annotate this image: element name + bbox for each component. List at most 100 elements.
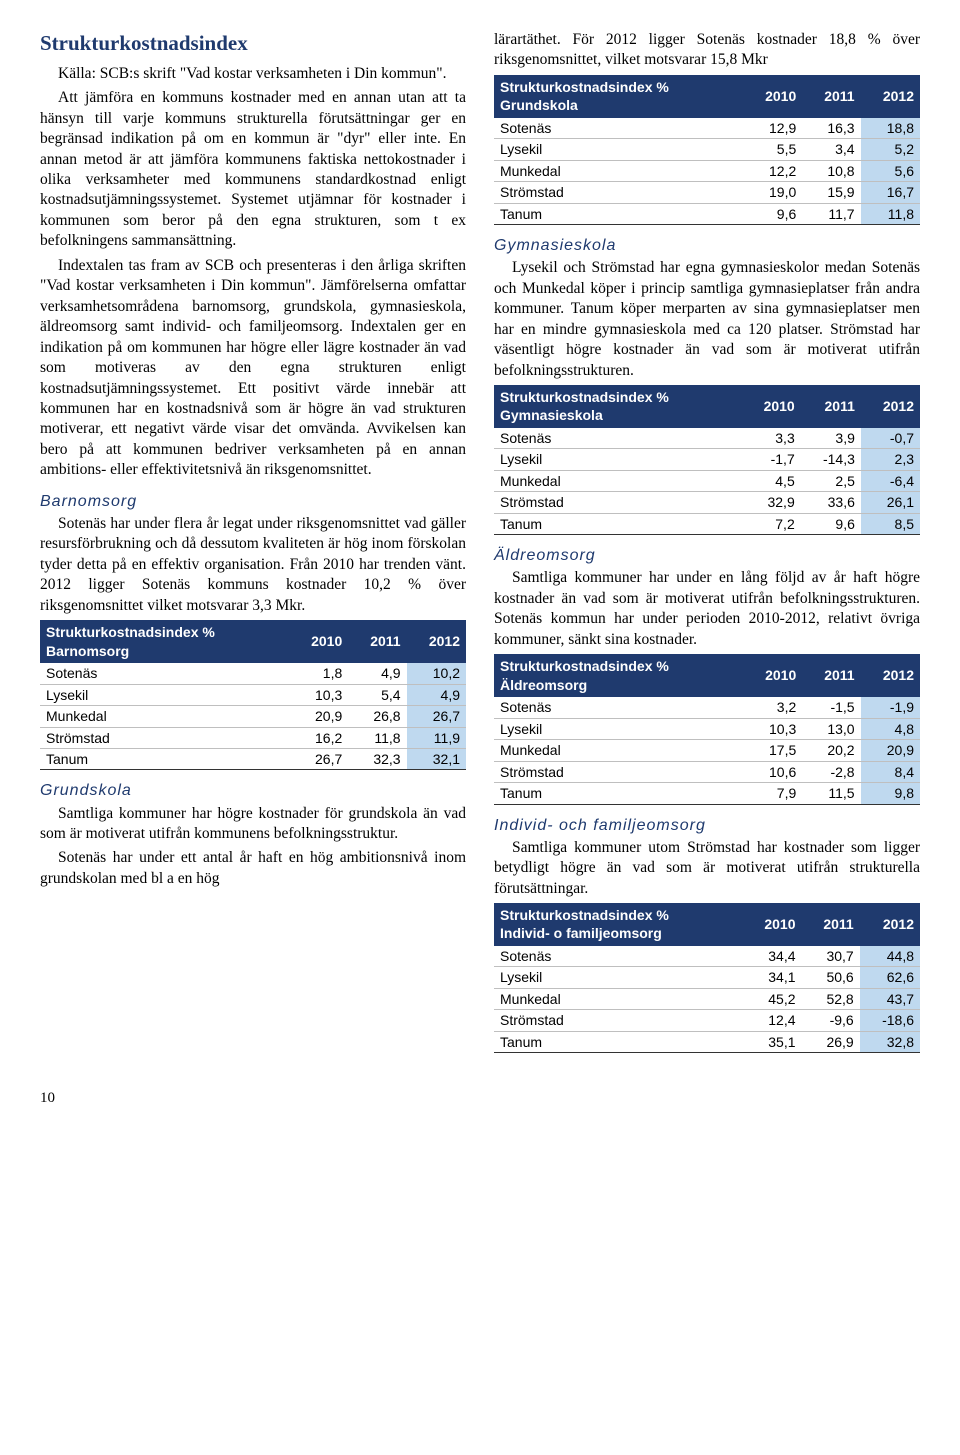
th-2010: 2010 — [289, 620, 348, 663]
aldre-text: Samtliga kommuner har under en lång följ… — [494, 568, 920, 650]
cell: 9,6 — [743, 203, 802, 224]
cell: 3,2 — [743, 697, 802, 718]
cell: 4,8 — [861, 718, 920, 739]
cell: Strömstad — [40, 727, 289, 748]
th-2011: 2011 — [802, 654, 860, 697]
grundskola-continued: lärartäthet. För 2012 ligger Sotenäs kos… — [494, 30, 920, 71]
table-row: Munkedal4,52,5-6,4 — [494, 470, 920, 491]
table-row: Lysekil10,313,04,8 — [494, 718, 920, 739]
th-2012: 2012 — [860, 903, 920, 946]
table-row: Tanum26,732,332,1 — [40, 748, 466, 769]
cell: 4,9 — [348, 663, 406, 684]
th-line1: Strukturkostnadsindex % — [500, 79, 669, 95]
cell: Sotenäs — [494, 946, 742, 967]
cell: Munkedal — [494, 988, 742, 1009]
barnomsorg-text: Sotenäs har under flera år legat under r… — [40, 514, 466, 616]
th-label: Strukturkostnadsindex % Gymnasieskola — [494, 385, 742, 428]
cell: 19,0 — [743, 182, 802, 203]
cell: 11,8 — [861, 203, 920, 224]
cell: Lysekil — [494, 139, 743, 160]
cell: Lysekil — [494, 449, 742, 470]
th-2010: 2010 — [743, 654, 802, 697]
table-row: Munkedal20,926,826,7 — [40, 706, 466, 727]
cell: 11,8 — [348, 727, 406, 748]
cell: 12,2 — [743, 160, 802, 181]
section-barnomsorg: Barnomsorg — [40, 491, 466, 512]
th-2011: 2011 — [801, 385, 861, 428]
cell: 16,2 — [289, 727, 348, 748]
section-aldreomsorg: Äldreomsorg — [494, 545, 920, 566]
table-barnomsorg: Strukturkostnadsindex % Barnomsorg 2010 … — [40, 620, 466, 770]
cell: Lysekil — [40, 684, 289, 705]
table-row: Strömstad12,4-9,6-18,6 — [494, 1010, 920, 1031]
th-line2: Äldreomsorg — [500, 677, 587, 693]
cell: 26,1 — [861, 492, 920, 513]
cell: 20,2 — [802, 740, 860, 761]
th-line2: Barnomsorg — [46, 643, 129, 659]
cell: Munkedal — [494, 740, 743, 761]
cell: 4,5 — [742, 470, 801, 491]
cell: Lysekil — [494, 967, 742, 988]
th-2010: 2010 — [743, 75, 802, 118]
cell: Strömstad — [494, 1010, 742, 1031]
th-2010: 2010 — [742, 385, 801, 428]
cell: 9,6 — [801, 513, 861, 534]
cell: Tanum — [494, 783, 743, 804]
cell: Munkedal — [40, 706, 289, 727]
cell: Strömstad — [494, 761, 743, 782]
table-row: Strömstad32,933,626,1 — [494, 492, 920, 513]
cell: 2,5 — [801, 470, 861, 491]
cell: 32,9 — [742, 492, 801, 513]
cell: 44,8 — [860, 946, 920, 967]
th-label: Strukturkostnadsindex % Äldreomsorg — [494, 654, 743, 697]
table-row: Sotenäs3,2-1,5-1,9 — [494, 697, 920, 718]
cell: 4,9 — [407, 684, 466, 705]
cell: 2,3 — [861, 449, 920, 470]
table-row: Sotenäs3,33,9-0,7 — [494, 428, 920, 449]
cell: 9,8 — [861, 783, 920, 804]
table-aldreomsorg: Strukturkostnadsindex % Äldreomsorg 2010… — [494, 654, 920, 804]
table-row: Munkedal12,210,85,6 — [494, 160, 920, 181]
th-line2: Individ- o familjeomsorg — [500, 925, 662, 941]
cell: 26,9 — [802, 1031, 860, 1052]
cell: 8,4 — [861, 761, 920, 782]
cell: 32,1 — [407, 748, 466, 769]
cell: -1,5 — [802, 697, 860, 718]
cell: 62,6 — [860, 967, 920, 988]
cell: -0,7 — [861, 428, 920, 449]
cell: -6,4 — [861, 470, 920, 491]
cell: 26,7 — [407, 706, 466, 727]
table-row: Tanum7,911,59,8 — [494, 783, 920, 804]
cell: 11,5 — [802, 783, 860, 804]
table-individ: Strukturkostnadsindex % Individ- o famil… — [494, 903, 920, 1053]
cell: -2,8 — [802, 761, 860, 782]
th-line2: Grundskola — [500, 97, 578, 113]
th-line1: Strukturkostnadsindex % — [500, 389, 669, 405]
cell: 20,9 — [289, 706, 348, 727]
cell: 16,7 — [861, 182, 920, 203]
cell: Strömstad — [494, 182, 743, 203]
grundskola-text-1: Samtliga kommuner har högre kostnader fö… — [40, 804, 466, 845]
section-individ: Individ- och familjeomsorg — [494, 815, 920, 836]
cell: Tanum — [40, 748, 289, 769]
cell: 8,5 — [861, 513, 920, 534]
table-row: Lysekil10,35,44,9 — [40, 684, 466, 705]
th-label: Strukturkostnadsindex % Individ- o famil… — [494, 903, 742, 946]
cell: 43,7 — [860, 988, 920, 1009]
individ-text: Samtliga kommuner utom Strömstad har kos… — [494, 838, 920, 899]
cell: 10,3 — [743, 718, 802, 739]
table-row: Sotenäs1,84,910,2 — [40, 663, 466, 684]
cell: 45,2 — [742, 988, 801, 1009]
cell: 32,3 — [348, 748, 406, 769]
cell: 17,5 — [743, 740, 802, 761]
cell: 34,4 — [742, 946, 801, 967]
th-line1: Strukturkostnadsindex % — [500, 907, 669, 923]
page-number: 10 — [40, 1089, 920, 1109]
intro-para-1: Att jämföra en kommuns kostnader med en … — [40, 88, 466, 252]
cell: 20,9 — [861, 740, 920, 761]
table-row: Lysekil34,150,662,6 — [494, 967, 920, 988]
cell: 5,5 — [743, 139, 802, 160]
table-row: Sotenäs34,430,744,8 — [494, 946, 920, 967]
cell: Lysekil — [494, 718, 743, 739]
cell: 16,3 — [802, 118, 860, 139]
